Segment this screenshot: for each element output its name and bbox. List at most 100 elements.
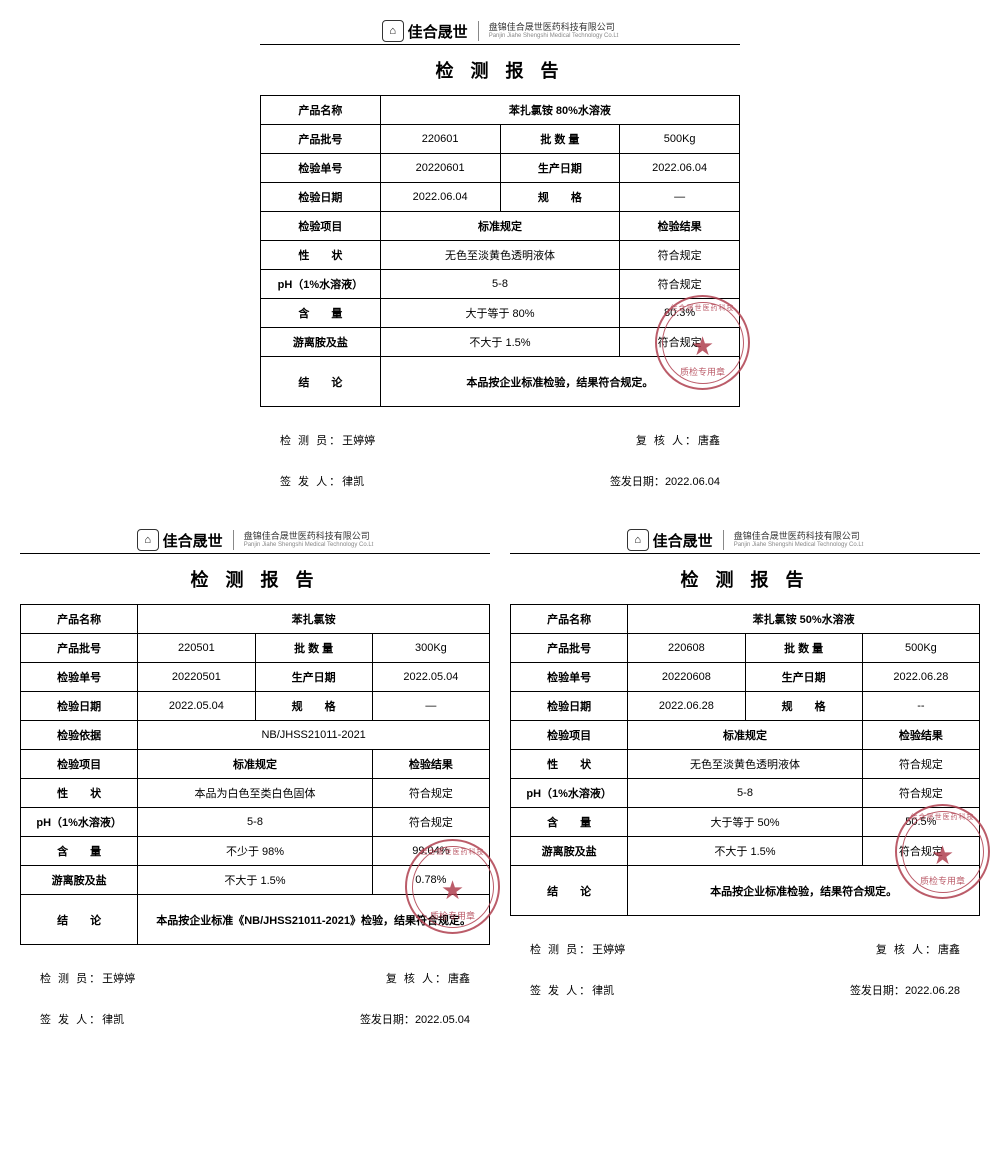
- value-prod-date: 2022.06.04: [620, 154, 740, 183]
- value-test-number: 20220601: [380, 154, 500, 183]
- label-issuer: 签 发 人：: [280, 476, 342, 488]
- std-appearance: 本品为白色至类白色固体: [138, 779, 373, 808]
- label-appearance: 性 状: [21, 779, 138, 808]
- signature-row-2: 签 发 人：律凯 签发日期：2022.06.04: [260, 473, 740, 489]
- label-result: 检验结果: [372, 750, 489, 779]
- std-content: 大于等于 80%: [380, 299, 620, 328]
- report-2: ⌂ 佳合晟世 盘锦佳合晟世医药科技有限公司 Panjin Jiahe Sheng…: [20, 529, 490, 1027]
- value-inspector: 王婷婷: [102, 973, 135, 985]
- report-title: 检 测 报 告: [20, 566, 490, 592]
- label-test-number: 检验单号: [21, 663, 138, 692]
- res-content: 99.04%: [372, 837, 489, 866]
- res-ph: 符合规定: [620, 270, 740, 299]
- value-reviewer: 唐鑫: [698, 435, 720, 447]
- header: ⌂ 佳合晟世 盘锦佳合晟世医药科技有限公司 Panjin Jiahe Sheng…: [20, 529, 490, 554]
- label-test-basis: 检验依据: [21, 721, 138, 750]
- label-standard: 标准规定: [138, 750, 373, 779]
- label-test-date: 检验日期: [261, 183, 381, 212]
- label-issuer: 签 发 人：: [40, 1014, 102, 1026]
- header-divider: [478, 21, 479, 41]
- logo-icon: ⌂: [627, 529, 649, 551]
- value-issue-date: 2022.05.04: [415, 1014, 470, 1026]
- value-prod-date: 2022.06.28: [862, 663, 979, 692]
- label-spec: 规 格: [500, 183, 620, 212]
- signature-row-1: 检 测 员：王婷婷 复 核 人：唐鑫: [260, 432, 740, 448]
- signature-row-1: 检 测 员：王婷婷 复 核 人：唐鑫: [510, 941, 980, 957]
- label-reviewer: 复 核 人：: [636, 435, 698, 447]
- label-ph: pH（1%水溶液）: [261, 270, 381, 299]
- label-ph: pH（1%水溶液）: [21, 808, 138, 837]
- label-standard: 标准规定: [380, 212, 620, 241]
- std-ph: 5-8: [380, 270, 620, 299]
- value-test-date: 2022.06.28: [628, 692, 745, 721]
- value-prod-date: 2022.05.04: [372, 663, 489, 692]
- res-appearance: 符合规定: [862, 750, 979, 779]
- label-batch-qty: 批 数 量: [255, 634, 372, 663]
- company-name: 盘锦佳合晟世医药科技有限公司 Panjin Jiahe Shengshi Med…: [489, 23, 619, 39]
- company-en: Panjin Jiahe Shengshi Medical Technology…: [489, 33, 619, 40]
- label-inspector: 检 测 员：: [280, 435, 342, 447]
- res-free-amine: 符合规定: [862, 837, 979, 866]
- signature-row-2: 签 发 人：律凯 签发日期：2022.06.28: [510, 982, 980, 998]
- res-free-amine: 0.78%: [372, 866, 489, 895]
- label-spec: 规 格: [255, 692, 372, 721]
- value-batch-qty: 500Kg: [862, 634, 979, 663]
- company-en: Panjin Jiahe Shengshi Medical Technology…: [244, 542, 374, 549]
- label-content: 含 量: [21, 837, 138, 866]
- value-reviewer: 唐鑫: [448, 973, 470, 985]
- std-free-amine: 不大于 1.5%: [380, 328, 620, 357]
- value-test-basis: NB/JHSS21011-2021: [138, 721, 490, 750]
- label-conclusion: 结 论: [21, 895, 138, 945]
- logo-text: 佳合晟世: [163, 530, 223, 551]
- label-appearance: 性 状: [261, 241, 381, 270]
- label-product-name: 产品名称: [21, 605, 138, 634]
- signature-row-1: 检 测 员：王婷婷 复 核 人：唐鑫: [20, 970, 490, 986]
- label-free-amine: 游离胺及盐: [511, 837, 628, 866]
- label-test-date: 检验日期: [21, 692, 138, 721]
- label-prod-date: 生产日期: [745, 663, 862, 692]
- label-product-batch: 产品批号: [261, 125, 381, 154]
- label-free-amine: 游离胺及盐: [261, 328, 381, 357]
- value-product-batch: 220501: [138, 634, 255, 663]
- value-issuer: 律凯: [342, 476, 364, 488]
- value-issuer: 律凯: [592, 985, 614, 997]
- res-content: 80.3%: [620, 299, 740, 328]
- company-cn: 盘锦佳合晟世医药科技有限公司: [734, 532, 864, 542]
- label-product-batch: 产品批号: [511, 634, 628, 663]
- company-en: Panjin Jiahe Shengshi Medical Technology…: [734, 542, 864, 549]
- value-product-name: 苯扎氯铵 50%水溶液: [628, 605, 980, 634]
- value-product-batch: 220601: [380, 125, 500, 154]
- logo: ⌂ 佳合晟世: [382, 20, 468, 42]
- value-conclusion: 本品按企业标准检验，结果符合规定。: [380, 357, 739, 407]
- label-batch-qty: 批 数 量: [745, 634, 862, 663]
- res-free-amine: 符合规定: [620, 328, 740, 357]
- label-standard: 标准规定: [628, 721, 863, 750]
- value-spec: --: [862, 692, 979, 721]
- label-batch-qty: 批 数 量: [500, 125, 620, 154]
- value-batch-qty: 300Kg: [372, 634, 489, 663]
- header: ⌂ 佳合晟世 盘锦佳合晟世医药科技有限公司 Panjin Jiahe Sheng…: [260, 20, 740, 45]
- label-free-amine: 游离胺及盐: [21, 866, 138, 895]
- logo-text: 佳合晟世: [408, 21, 468, 42]
- company-name: 盘锦佳合晟世医药科技有限公司 Panjin Jiahe Shengshi Med…: [734, 532, 864, 548]
- value-inspector: 王婷婷: [592, 944, 625, 956]
- label-inspector: 检 测 员：: [530, 944, 592, 956]
- header: ⌂ 佳合晟世 盘锦佳合晟世医药科技有限公司 Panjin Jiahe Sheng…: [510, 529, 980, 554]
- label-reviewer: 复 核 人：: [876, 944, 938, 956]
- label-reviewer: 复 核 人：: [386, 973, 448, 985]
- label-issue-date: 签发日期：: [360, 1014, 415, 1026]
- report-3: ⌂ 佳合晟世 盘锦佳合晟世医药科技有限公司 Panjin Jiahe Sheng…: [510, 529, 980, 1027]
- label-content: 含 量: [261, 299, 381, 328]
- label-test-number: 检验单号: [261, 154, 381, 183]
- res-ph: 符合规定: [862, 779, 979, 808]
- res-content: 50.5%: [862, 808, 979, 837]
- label-appearance: 性 状: [511, 750, 628, 779]
- label-test-date: 检验日期: [511, 692, 628, 721]
- value-test-date: 2022.05.04: [138, 692, 255, 721]
- logo-icon: ⌂: [137, 529, 159, 551]
- label-conclusion: 结 论: [261, 357, 381, 407]
- logo-icon: ⌂: [382, 20, 404, 42]
- logo: ⌂ 佳合晟世: [137, 529, 223, 551]
- std-content: 不少于 98%: [138, 837, 373, 866]
- label-inspector: 检 测 员：: [40, 973, 102, 985]
